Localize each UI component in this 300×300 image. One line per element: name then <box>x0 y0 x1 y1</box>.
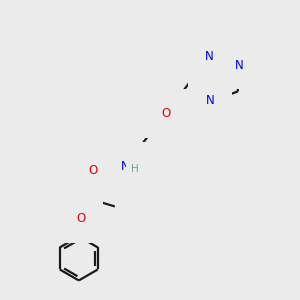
Text: N: N <box>120 160 129 173</box>
Text: O: O <box>76 212 86 225</box>
Text: N: N <box>235 59 243 72</box>
Text: H: H <box>131 164 139 174</box>
Text: O: O <box>161 107 170 120</box>
Text: O: O <box>88 164 98 177</box>
Text: N: N <box>206 94 215 106</box>
Text: N: N <box>204 50 213 63</box>
